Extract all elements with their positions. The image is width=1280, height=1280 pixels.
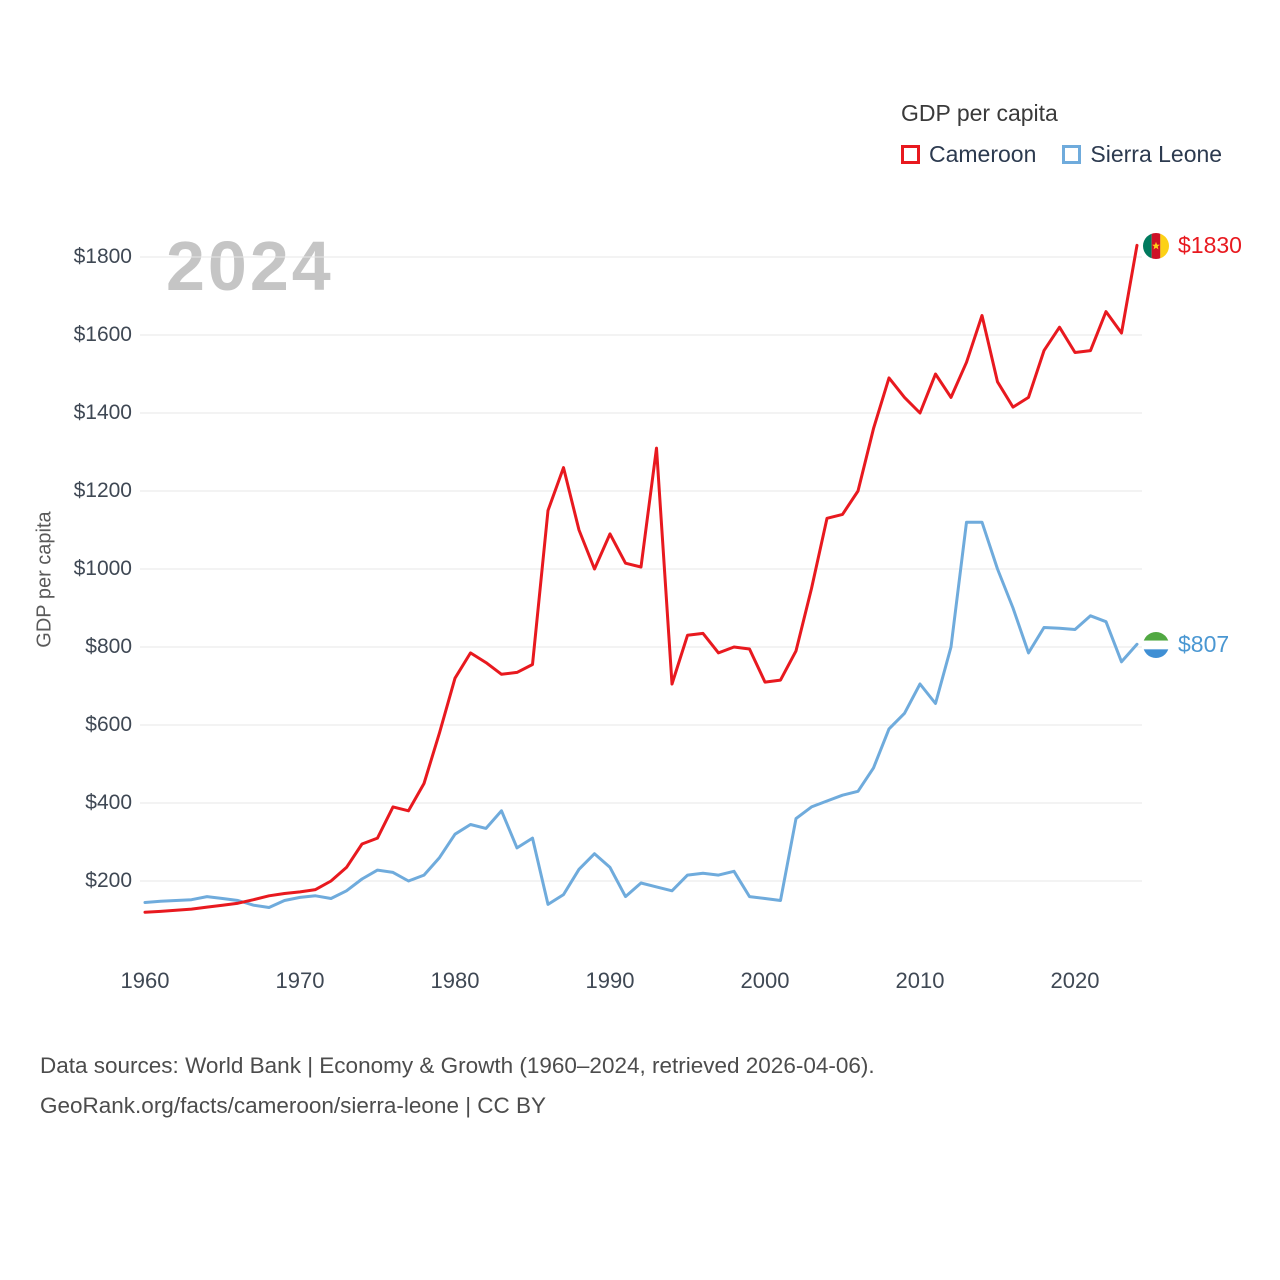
sierra-leone-series-line xyxy=(143,520,1139,909)
cameroon-series-swatch-icon xyxy=(901,145,920,164)
end-label-cameroon: $1830 xyxy=(1143,232,1242,259)
end-label-sierra-leone: $807 xyxy=(1143,631,1229,658)
end-value-sierra-leone: $807 xyxy=(1178,631,1230,658)
year-watermark: 2024 xyxy=(166,227,334,305)
legend-item-sierra-leone[interactable]: Sierra Leone xyxy=(1062,141,1222,168)
legend-item-cameroon[interactable]: Cameroon xyxy=(901,141,1036,168)
footer-line-datasources: Data sources: World Bank | Economy & Gro… xyxy=(40,1053,875,1078)
end-value-cameroon: $1830 xyxy=(1178,232,1242,259)
chart-legend: GDP per capita Cameroon Sierra Leone xyxy=(901,100,1222,168)
data-source-footer: Data sources: World Bank | Economy & Gro… xyxy=(40,1046,875,1126)
legend-items: Cameroon Sierra Leone xyxy=(901,141,1222,168)
legend-title: GDP per capita xyxy=(901,100,1058,126)
legend-label-sierra-leone: Sierra Leone xyxy=(1090,141,1223,167)
legend-label-cameroon: Cameroon xyxy=(929,141,1037,167)
footer-line-attribution: GeoRank.org/facts/cameroon/sierra-leone … xyxy=(40,1093,547,1118)
sierra-leone-series-swatch-icon xyxy=(1062,145,1082,164)
sierra-leone-flag-icon xyxy=(1143,631,1169,658)
cameroon-series-line xyxy=(143,243,1139,914)
cameroon-flag-icon xyxy=(1143,232,1169,259)
